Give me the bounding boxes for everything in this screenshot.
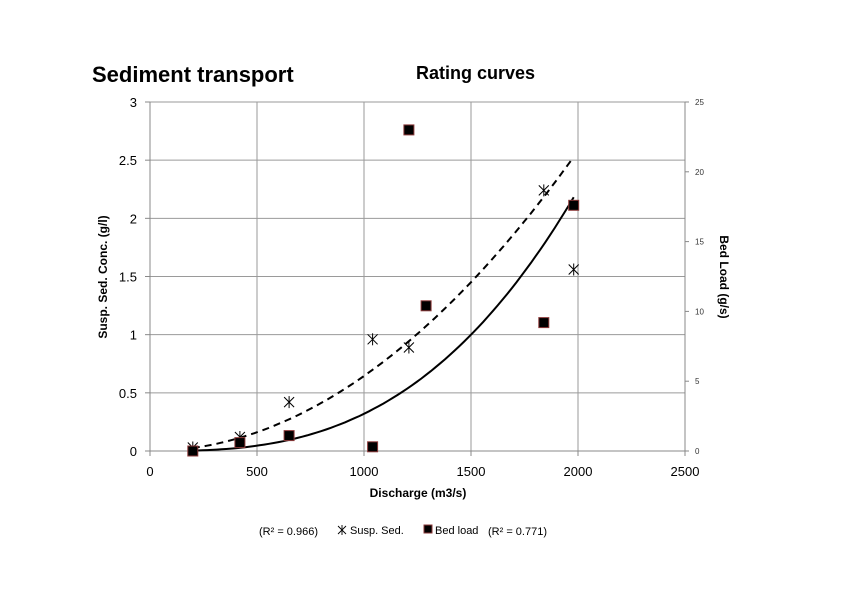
data-points [187,124,580,457]
y2-tick-label: 20 [695,168,704,177]
x-tick-label: 2000 [564,464,593,479]
x-tick-label: 500 [246,464,268,479]
y2-tick-label: 5 [695,377,700,386]
chart-subtitle: Rating curves [416,63,535,83]
y-tick-label: 0 [130,444,137,459]
y-tick-label: 2.5 [119,153,137,168]
y-tick-label: 1 [130,328,137,343]
y2-tick-label: 10 [695,307,704,316]
legend-square-icon [423,524,433,534]
legend: (R² = 0.966) Susp. Sed. Bed load (R² = 0… [259,524,547,538]
chart-title: Sediment transport [92,62,294,87]
y2-tick-label: 15 [695,238,704,247]
bed-load-point [367,441,379,453]
susp-sed-point [403,341,415,354]
susp-sed-point [283,396,295,409]
bed-load-point [403,124,415,136]
gridlines [149,101,686,452]
tick-labels: 0 0.5 1 1.5 2 2.5 3 0 500 1000 1500 2000 2500 0 5 10 15 2… [119,95,705,479]
bed-load-point [283,430,295,442]
y-tick-label: 1.5 [119,270,137,285]
legend-susp-r2: (R² = 0.966) [259,526,318,538]
susp-sed-point [568,263,580,276]
y2-tick-label: 25 [695,98,704,107]
bed-load-point [420,300,432,312]
susp-sed-point [538,184,550,197]
susp-sed-trendline [192,159,573,449]
x-tick-label: 1000 [350,464,379,479]
bed-load-point [538,317,550,329]
bed-load-point [187,445,199,457]
y-tick-label: 3 [130,95,137,110]
x-tick-label: 1500 [457,464,486,479]
bed-load-point [234,437,246,449]
y-axis-label: Susp. Sed. Conc. (g/l) [96,215,110,338]
y-tick-label: 2 [130,211,137,226]
x-tick-label: 2500 [671,464,700,479]
bed-load-trendline [192,196,575,452]
bed-load-point [568,199,580,211]
y-tick-label: 0.5 [119,386,137,401]
y2-tick-label: 0 [695,447,700,456]
x-tick-label: 0 [146,464,153,479]
legend-star-icon [337,525,347,535]
legend-susp-label: Susp. Sed. [350,525,404,537]
axes [145,101,689,456]
y2-axis-label: Bed Load (g/s) [717,235,731,318]
trendlines [192,159,575,452]
legend-bed-label: Bed load [435,525,478,537]
susp-sed-point [367,333,378,346]
x-axis-label: Discharge (m3/s) [370,486,467,500]
legend-bed-r2: (R² = 0.771) [488,526,547,538]
